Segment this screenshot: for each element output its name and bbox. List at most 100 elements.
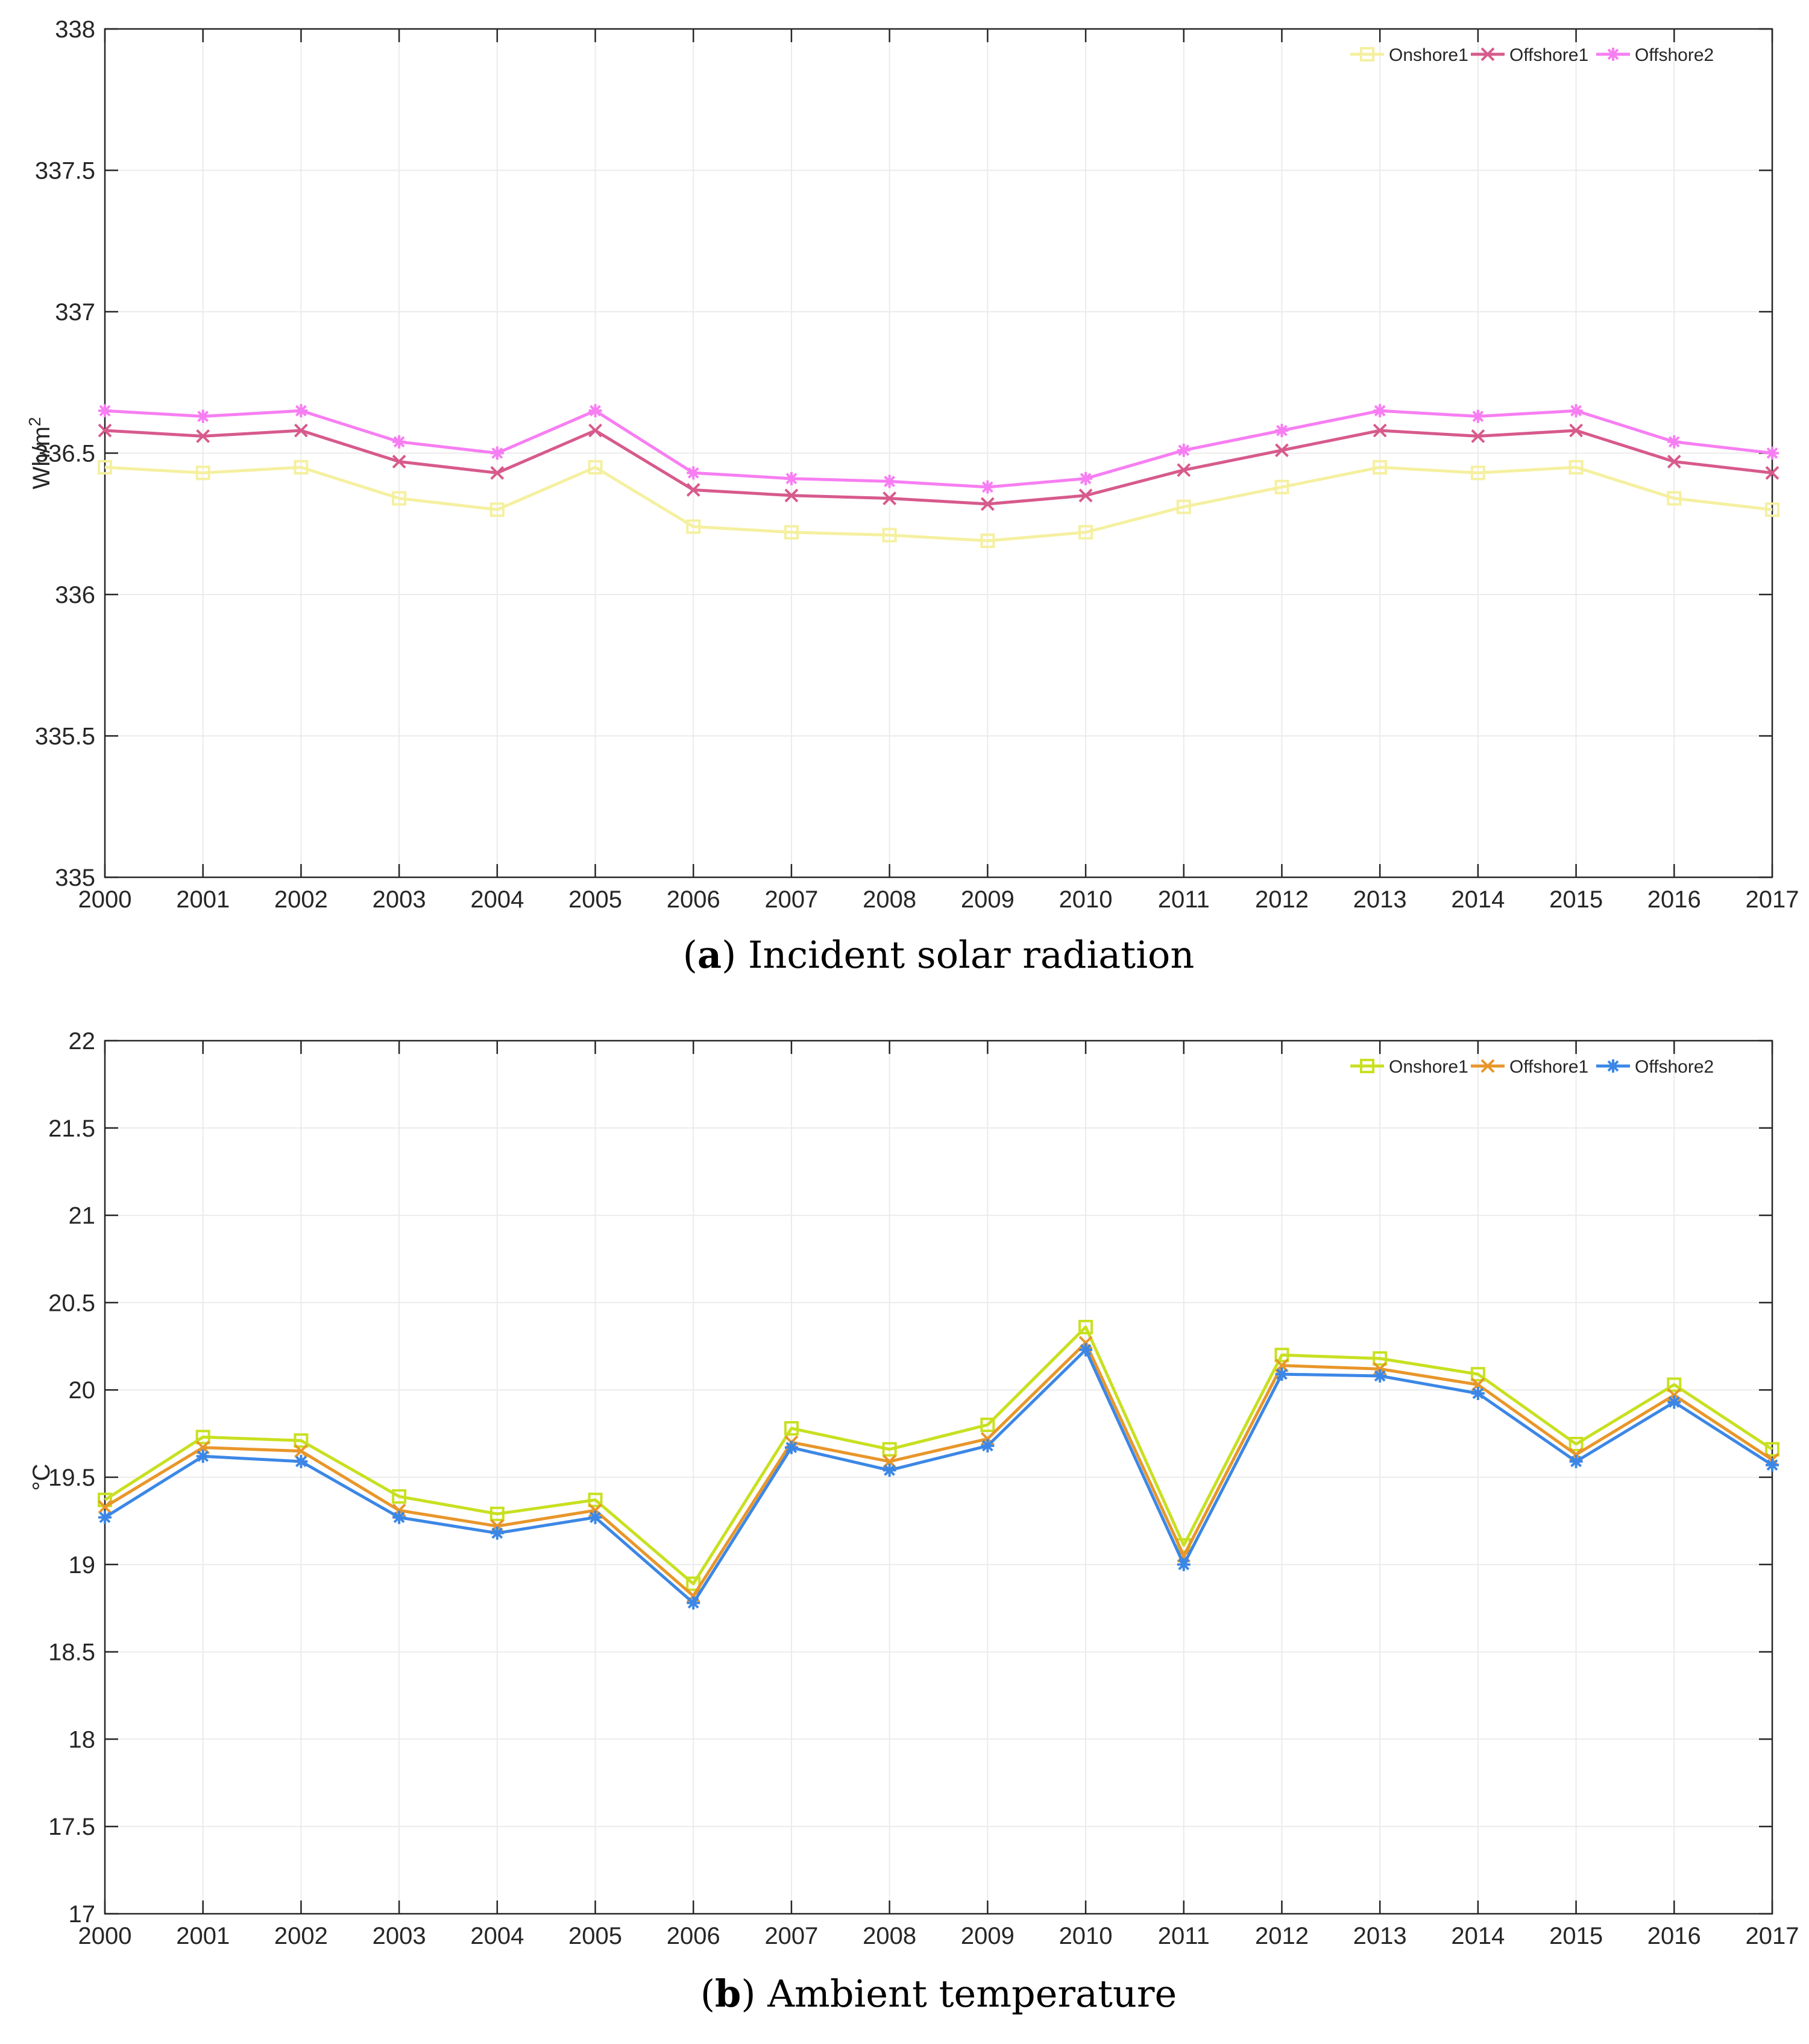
- x-tick-label: 2014: [1451, 1923, 1505, 1949]
- legend-label-offshore2: Offshore2: [1635, 45, 1714, 65]
- x-tick-label: 2005: [568, 1923, 622, 1949]
- data-point-offshore1: [196, 429, 210, 443]
- legend-marker-offshore1: [1480, 1059, 1495, 1073]
- x-tick-label: 2006: [667, 1923, 720, 1949]
- data-point-offshore2: [392, 435, 406, 449]
- data-point-offshore2: [588, 1510, 602, 1524]
- x-tick-label: 2014: [1451, 886, 1505, 913]
- x-tick-label: 2003: [373, 1923, 426, 1949]
- x-tick-label: 2011: [1158, 1923, 1210, 1949]
- data-point-onshore1: [784, 1421, 799, 1436]
- data-point-offshore2: [981, 1439, 995, 1453]
- data-point-offshore1: [1078, 488, 1093, 503]
- data-point-offshore1: [1177, 463, 1191, 478]
- series-line-offshore2: [104, 409, 1773, 489]
- data-point-offshore1: [392, 455, 406, 468]
- data-point-offshore1: [1471, 429, 1485, 443]
- x-tick-label: 2016: [1647, 1923, 1701, 1949]
- y-tick-label: 19: [69, 1552, 96, 1579]
- data-point-onshore1: [1274, 479, 1289, 494]
- y-tick-label: 19.5: [48, 1465, 95, 1491]
- data-point-offshore2: [1079, 1343, 1093, 1357]
- x-tick-label: 2012: [1255, 886, 1309, 913]
- data-point-onshore1: [294, 459, 309, 475]
- chart-panel-b: 2000 2001 2002 2003 2004 2005 2006 2007 2008 2009…: [28, 1028, 1799, 2016]
- data-point-offshore2: [687, 1596, 700, 1610]
- data-point-offshore2: [1373, 1369, 1387, 1383]
- data-point-offshore1: [294, 423, 308, 438]
- chart-panel-a: 2000 2001 2002 2003 2004 2005 2006 2007 2008 2009…: [25, 16, 1799, 977]
- data-point-offshore1: [1765, 465, 1779, 480]
- data-point-offshore2: [882, 1463, 896, 1477]
- y-tick-label: 18.5: [48, 1639, 95, 1666]
- data-point-onshore1: [1568, 1436, 1584, 1451]
- y-tick-label: 337.5: [35, 158, 95, 185]
- legend-label-offshore1: Offshore1: [1509, 1057, 1588, 1077]
- y-axis-label: °C: [28, 1464, 55, 1491]
- series-line-offshore1: [104, 1341, 1773, 1598]
- x-tick-label: 2008: [863, 886, 916, 913]
- data-point-offshore2: [1275, 1367, 1289, 1381]
- y-tick-label: 22: [69, 1028, 96, 1055]
- x-tick-label: 2013: [1353, 886, 1407, 913]
- legend-marker-onshore1: [1360, 47, 1374, 62]
- data-point-offshore2: [196, 409, 210, 423]
- caption-letter: a: [697, 933, 722, 977]
- x-tick-label: 2010: [1059, 886, 1113, 913]
- caption-text: Ambient temperature: [767, 1972, 1177, 2016]
- data-point-offshore1: [294, 1444, 308, 1458]
- x-tick-label: 2016: [1647, 886, 1701, 913]
- data-point-onshore1: [1667, 1377, 1682, 1392]
- data-point-onshore1: [1765, 1442, 1779, 1457]
- data-point-offshore2: [1667, 1395, 1681, 1409]
- data-point-offshore2: [588, 404, 602, 418]
- x-tick-label: 2009: [961, 1923, 1015, 1949]
- data-point-offshore2: [392, 1510, 406, 1524]
- data-point-offshore2: [882, 475, 896, 488]
- x-tick-label: 2005: [568, 886, 622, 913]
- data-point-onshore1: [195, 1430, 210, 1445]
- data-point-onshore1: [1373, 459, 1388, 475]
- data-point-onshore1: [1373, 1351, 1388, 1366]
- data-point-offshore2: [1177, 443, 1191, 457]
- data-point-offshore1: [1373, 423, 1387, 438]
- data-point-onshore1: [392, 491, 407, 506]
- data-point-offshore2: [784, 1440, 798, 1454]
- y-tick-label: 21.5: [48, 1115, 95, 1142]
- x-tick-label: 2013: [1353, 1923, 1407, 1949]
- data-point-onshore1: [980, 1418, 995, 1433]
- data-point-onshore1: [588, 459, 603, 475]
- data-point-onshore1: [980, 533, 995, 548]
- x-tick-label: 2012: [1255, 1923, 1309, 1949]
- data-point-offshore2: [294, 1454, 308, 1468]
- x-tick-label: 2011: [1158, 886, 1210, 913]
- data-point-offshore1: [882, 491, 897, 505]
- data-point-offshore2: [687, 466, 700, 480]
- x-tick-label: 2015: [1549, 1923, 1603, 1949]
- legend-marker-onshore1: [1360, 1059, 1374, 1073]
- x-tick-label: 2001: [176, 886, 230, 913]
- x-tick-label: 2002: [274, 1923, 328, 1949]
- data-point-offshore2: [1275, 423, 1289, 437]
- x-tick-label: 2006: [667, 886, 720, 913]
- data-point-offshore2: [981, 480, 995, 494]
- data-point-offshore2: [1766, 1458, 1779, 1472]
- x-tick-label: 2004: [470, 1923, 524, 1949]
- data-point-onshore1: [1078, 525, 1093, 540]
- data-point-offshore2: [98, 1510, 112, 1524]
- x-tick-label: 2015: [1549, 886, 1603, 913]
- data-point-onshore1: [1470, 1367, 1485, 1382]
- y-tick-label: 20.5: [48, 1290, 95, 1316]
- data-point-onshore1: [588, 1492, 603, 1507]
- data-point-offshore2: [490, 446, 504, 460]
- y-axis-label-superscript: 2: [25, 417, 44, 426]
- data-point-onshore1: [294, 1433, 309, 1448]
- y-tick-label: 338: [55, 16, 95, 43]
- x-tick-label: 2002: [274, 886, 328, 913]
- series-line-offshore2: [104, 1348, 1773, 1604]
- data-point-onshore1: [882, 528, 897, 543]
- y-tick-label: 335: [55, 865, 95, 891]
- data-point-onshore1: [882, 1442, 897, 1457]
- data-point-onshore1: [489, 502, 505, 517]
- legend-marker-offshore1: [1480, 47, 1495, 62]
